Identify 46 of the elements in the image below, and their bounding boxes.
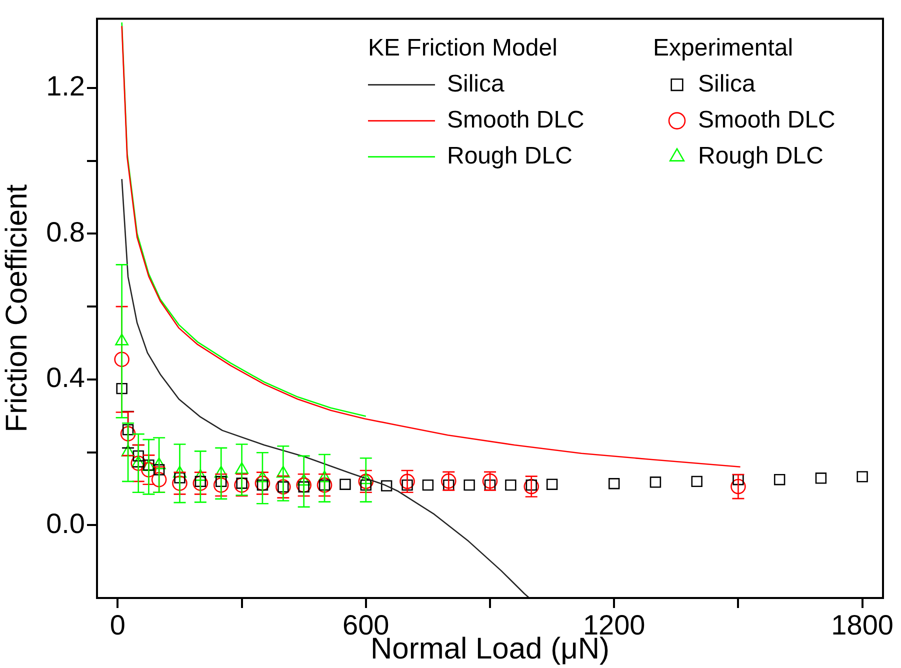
point [114,352,130,368]
point [141,462,156,478]
legend-label: Silica [698,70,756,98]
point [358,474,374,490]
point [234,477,250,493]
x-tick-label: 1800 [831,610,894,641]
y-tick-label: 1.2 [46,70,85,102]
point [192,476,208,491]
point [254,476,270,491]
point [774,474,786,486]
point [815,472,827,484]
point [524,478,540,494]
y-axis-title: Friction Coefficient [0,184,34,432]
point [505,479,516,491]
y-tick-label: 0.0 [46,508,85,539]
point [153,464,165,476]
legend-label: Silica [447,70,506,98]
point [422,479,434,491]
point [132,450,144,462]
point [380,480,392,492]
y-tick-label: 0.4 [46,362,85,394]
point [546,478,558,490]
y-tick-label: 0.8 [46,216,85,248]
point [730,478,746,494]
point [650,476,662,488]
point [464,479,475,491]
x-tick-label: 0 [110,610,126,641]
legend-title: KE Friction Model [368,34,558,62]
point [400,474,415,490]
point [120,426,136,442]
legend-label: Rough DLC [447,142,572,170]
point [608,478,620,490]
point [213,477,229,493]
point [296,477,312,493]
point [732,474,744,486]
point [172,476,188,491]
legend-label: Rough DLC [698,142,824,170]
legend-label: Smooth DLC [698,106,836,134]
point [116,382,128,394]
point [130,456,146,471]
annotation: Experimental [653,34,794,62]
point [340,478,351,490]
point [151,472,167,488]
point [856,471,868,482]
legend-label: Smooth DLC [447,106,584,134]
point [691,476,702,488]
